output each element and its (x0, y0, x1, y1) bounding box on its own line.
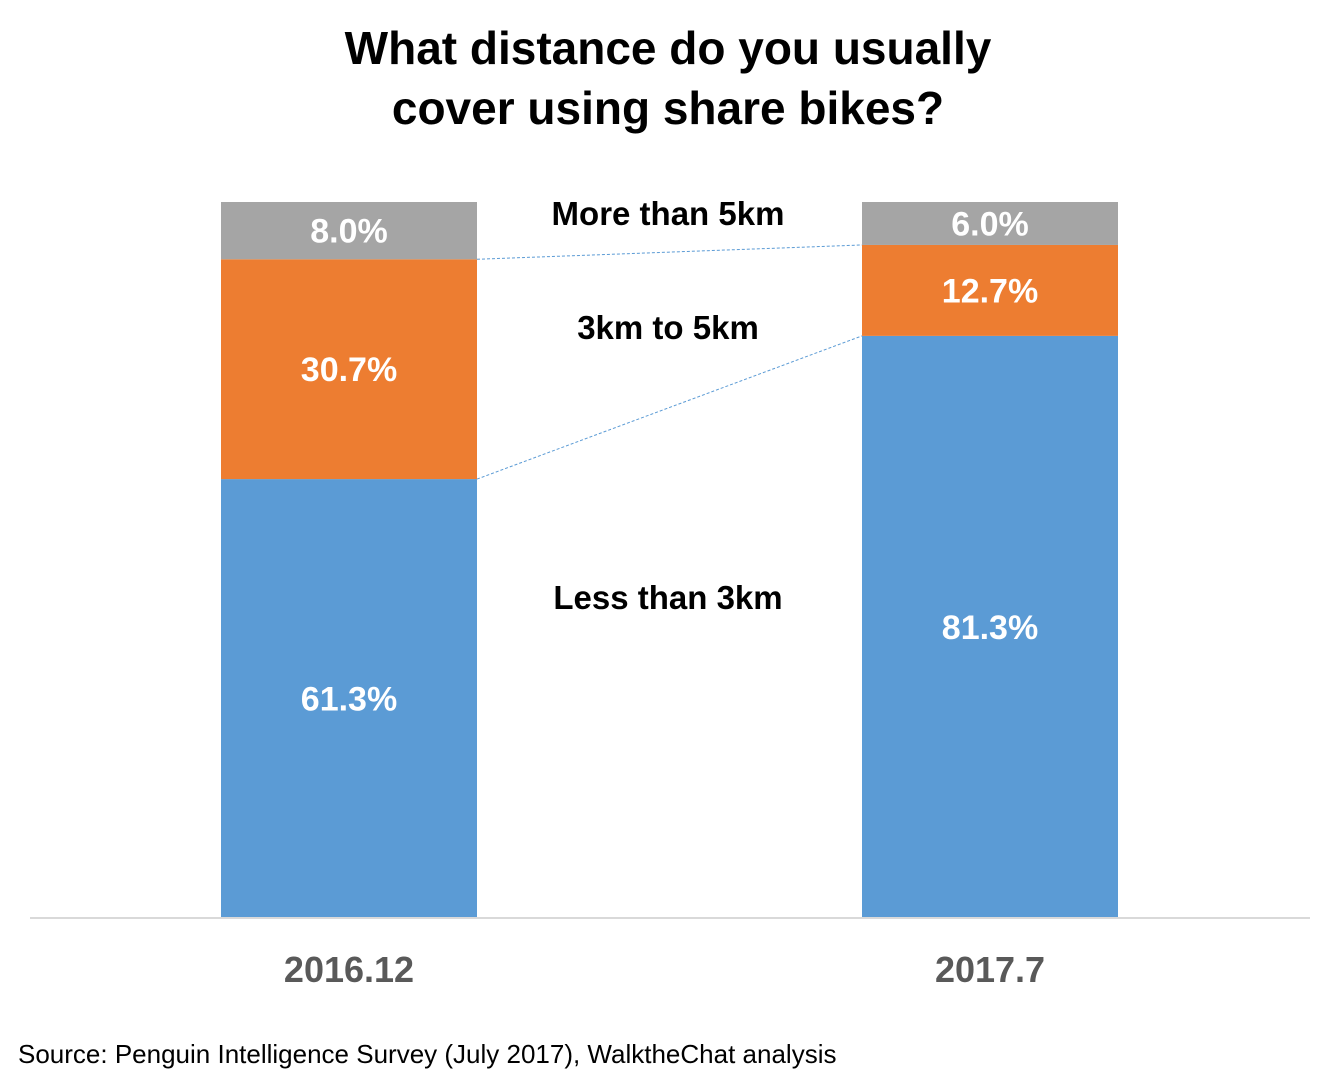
category-label-2: 2017.7 (935, 949, 1045, 990)
series-label-2: 3km to 5km (577, 309, 759, 346)
chart-title-line-1: What distance do you usually (345, 22, 992, 74)
source-note: Source: Penguin Intelligence Survey (Jul… (18, 1039, 836, 1069)
bar-segment-2-1 (221, 259, 477, 480)
connector-line-2 (476, 244, 863, 260)
series-label-3: More than 5km (552, 195, 785, 232)
series-labels: Less than 3km 3km to 5km More than 5km (552, 195, 785, 616)
series-connector-lines (476, 244, 863, 480)
category-label-1: 2016.12 (284, 949, 414, 990)
category-labels: 2016.12 2017.7 (284, 949, 1045, 990)
segment-label-2-2: 12.7% (942, 272, 1038, 310)
connector-line-1 (476, 335, 863, 480)
segment-label-2-1: 30.7% (301, 351, 397, 389)
bars-group (221, 202, 1118, 919)
bar-segment-3-2 (862, 202, 1118, 245)
segment-label-3-2: 6.0% (951, 205, 1029, 243)
series-label-1: Less than 3km (553, 579, 782, 616)
bar-segment-3-1 (221, 202, 477, 260)
segment-label-1-2: 81.3% (942, 609, 1038, 647)
segment-value-labels: 61.3% 30.7% 8.0% 81.3% 12.7% 6.0% (301, 205, 1038, 718)
segment-label-1-1: 61.3% (301, 681, 397, 719)
bar-segment-2-2 (862, 244, 1118, 336)
bar-segment-1-1 (221, 479, 477, 918)
segment-label-3-1: 8.0% (310, 213, 388, 251)
bar-segment-1-2 (862, 335, 1118, 919)
chart-title-line-2: cover using share bikes? (392, 82, 944, 134)
